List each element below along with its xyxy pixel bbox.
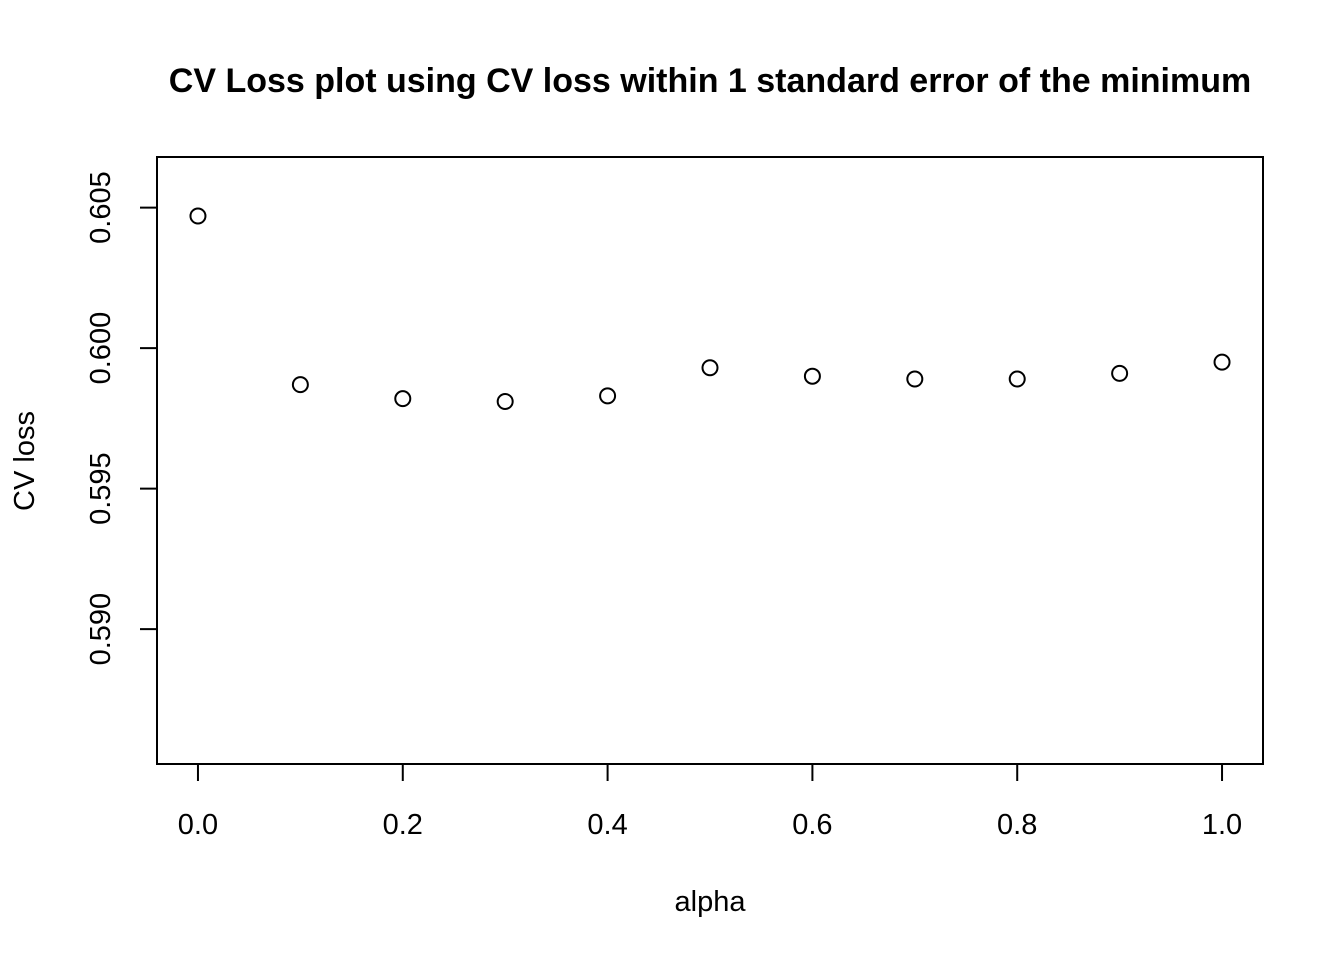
data-point — [496, 392, 514, 410]
y-tick-label: 0.605 — [85, 171, 117, 244]
x-axis-label: alpha — [675, 886, 747, 918]
y-axis-label: CV loss — [9, 411, 41, 511]
data-point — [599, 387, 617, 405]
data-point — [394, 390, 412, 408]
x-tick-label: 0.4 — [587, 809, 627, 841]
x-tick-label: 1.0 — [1202, 809, 1242, 841]
data-point — [701, 359, 719, 377]
data-points — [189, 207, 1231, 410]
chart-title: CV Loss plot using CV loss within 1 stan… — [169, 62, 1251, 100]
x-tick-label: 0.6 — [792, 809, 832, 841]
y-tick-label: 0.590 — [85, 593, 117, 666]
data-point — [1008, 370, 1026, 388]
data-point — [906, 370, 924, 388]
y-tick-label: 0.595 — [85, 452, 117, 525]
y-axis: 0.590 0.595 0.600 0.605 — [85, 171, 158, 666]
plot-frame — [156, 156, 1264, 765]
x-tick-label: 0.0 — [178, 809, 218, 841]
x-tick-label: 0.2 — [383, 809, 423, 841]
x-tick-label: 0.8 — [997, 809, 1037, 841]
data-point — [189, 207, 207, 225]
data-point — [1111, 364, 1129, 382]
y-tick-label: 0.600 — [85, 312, 117, 385]
data-point — [291, 376, 309, 394]
data-point — [803, 367, 821, 385]
data-point — [1213, 353, 1231, 371]
x-axis: 0.0 0.2 0.4 0.6 0.8 1.0 — [178, 763, 1242, 841]
